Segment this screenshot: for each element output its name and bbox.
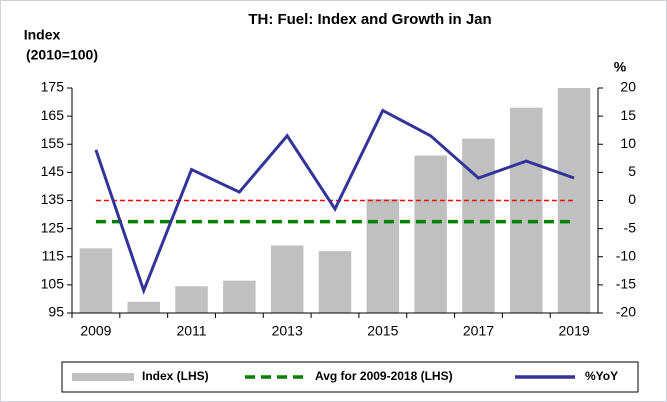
y2-tick-label: -15 xyxy=(616,276,636,292)
legend-label: %YoY xyxy=(585,369,618,383)
chart-title: TH: Fuel: Index and Growth in Jan xyxy=(248,11,491,28)
x-tick-label: 2017 xyxy=(463,323,494,339)
x-tick-label: 2013 xyxy=(272,323,303,339)
y2-tick-label: -10 xyxy=(616,247,636,263)
y2-tick-label: 5 xyxy=(628,163,636,179)
y-tick-label: 95 xyxy=(48,304,64,320)
bar xyxy=(510,107,543,313)
y-tick-label: 135 xyxy=(41,191,65,207)
bar xyxy=(175,286,208,313)
y-tick-label: 105 xyxy=(41,276,65,292)
y2-tick-label: 15 xyxy=(620,107,636,123)
x-tick-label: 2019 xyxy=(559,323,590,339)
x-tick-label: 2009 xyxy=(80,323,111,339)
legend-label: Avg for 2009-2018 (LHS) xyxy=(315,369,453,383)
bar xyxy=(223,280,256,313)
y2-tick-label: -20 xyxy=(616,304,636,320)
bar xyxy=(127,301,160,313)
y-tick-label: 175 xyxy=(41,79,65,95)
y-tick-label: 145 xyxy=(41,163,65,179)
bar xyxy=(79,248,113,313)
y-axis-label: (2010=100) xyxy=(26,47,98,63)
y-tick-label: 115 xyxy=(42,247,65,263)
y2-tick-label: 0 xyxy=(628,191,636,207)
y2-axis-label: % xyxy=(614,59,627,75)
legend-label: Index (LHS) xyxy=(142,369,209,383)
y2-tick-label: 10 xyxy=(620,135,636,151)
bar xyxy=(318,251,352,313)
line-series xyxy=(94,108,575,295)
y2-tick-label: -5 xyxy=(624,219,637,235)
bar xyxy=(462,138,495,313)
y-tick-label: 155 xyxy=(41,135,65,151)
bar xyxy=(366,199,400,313)
y-tick-label: 125 xyxy=(41,219,65,235)
y2-tick-label: 20 xyxy=(620,79,636,95)
bar xyxy=(414,155,447,313)
bar xyxy=(270,245,304,313)
legend-swatch xyxy=(72,373,134,381)
y-axis-label: Index xyxy=(24,27,61,43)
x-tick-label: 2015 xyxy=(367,323,398,339)
y-tick-label: 165 xyxy=(41,107,65,123)
x-tick-label: 2011 xyxy=(176,323,206,339)
